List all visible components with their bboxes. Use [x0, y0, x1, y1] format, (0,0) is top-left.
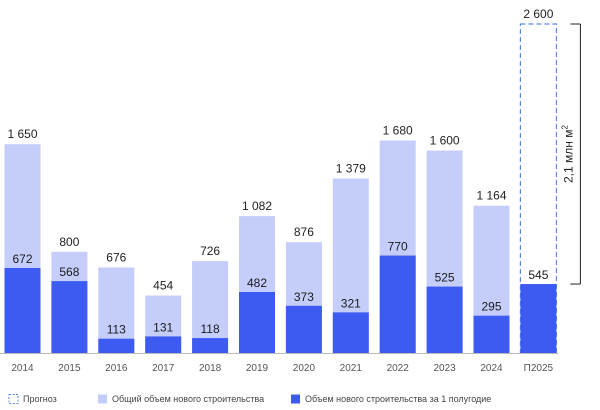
x-tick-label: 2014 [11, 363, 34, 374]
x-tick-label: 2023 [433, 363, 456, 374]
legend-total-label: Общий объем нового строительства [112, 394, 264, 404]
x-tick-label: 2016 [105, 363, 128, 374]
total-value-label: 454 [153, 279, 173, 293]
x-tick-label: 2021 [340, 363, 363, 374]
half-year-value-label: 482 [247, 276, 267, 290]
x-tick-label: 2024 [480, 363, 503, 374]
half-year-bar [473, 315, 510, 353]
total-value-label: 1 650 [7, 127, 37, 141]
total-value-label: 1 680 [383, 123, 413, 137]
x-tick-label: 2018 [199, 363, 222, 374]
total-bar [192, 261, 229, 353]
total-value-label: 876 [294, 225, 314, 239]
x-tick-label: 2020 [293, 363, 316, 374]
half-year-value-label: 568 [59, 265, 79, 279]
total-value-label: 676 [106, 250, 126, 264]
half-year-value-label: 373 [294, 290, 314, 304]
bracket-label: 2,1 млн м2 [560, 125, 575, 183]
half-year-value-label: 321 [341, 296, 361, 310]
total-value-label: 1 082 [242, 199, 272, 213]
half-year-bar [4, 267, 41, 353]
legend-total-swatch [98, 394, 107, 404]
half-year-value-label: 118 [201, 322, 220, 336]
half-year-bar [145, 336, 182, 353]
half-year-bar [520, 284, 557, 353]
forecast-bracket: 2,1 млн м2 [560, 23, 581, 285]
total-value-label: 800 [59, 235, 79, 249]
half-year-bar [239, 292, 275, 353]
half-year-bar [379, 255, 416, 353]
legend-half-year-swatch [291, 394, 300, 404]
half-year-value-label: 770 [388, 240, 408, 254]
x-tick-label: 2022 [387, 363, 410, 374]
half-year-bar [192, 338, 229, 353]
legend-forecast-label: Прогноз [23, 394, 57, 404]
half-year-value-label: 131 [153, 320, 173, 334]
bars-group [4, 23, 558, 354]
half-year-value-label: 295 [481, 300, 501, 314]
x-tick-label: 2017 [152, 363, 175, 374]
half-year-value-label: 113 [107, 323, 126, 337]
legend-half-year-label: Объем нового строительства за 1 полугоди… [305, 394, 491, 404]
half-year-bar [332, 312, 369, 353]
total-value-label: 2 600 [523, 7, 553, 21]
x-tick-label: П2025 [524, 363, 554, 374]
half-year-value-label: 545 [528, 268, 548, 282]
x-tick-label: 2015 [58, 363, 81, 374]
legend-forecast-swatch [8, 394, 19, 404]
labels-group: 1 650 672 800 568 676 113 454 131 726 118 1 082 482… [7, 7, 553, 337]
legend: Прогноз Общий объем нового строительства О… [8, 394, 491, 404]
half-year-bar [426, 286, 463, 353]
total-value-label: 726 [200, 244, 220, 258]
half-year-value-label: 525 [435, 271, 455, 285]
half-year-bar [98, 338, 135, 353]
half-year-bar [51, 281, 88, 353]
x-tick-label: 2019 [246, 363, 269, 374]
total-value-label: 1 379 [336, 162, 366, 176]
total-value-label: 1 600 [430, 134, 460, 148]
bracket-label-superscript: 2 [560, 125, 569, 130]
total-value-label: 1 164 [476, 189, 506, 203]
half-year-bar [285, 305, 322, 353]
half-year-value-label: 672 [12, 252, 32, 266]
x-ticks-group: 2014 2015 2016 2017 2018 2019 2020 2021 2022 2023… [11, 363, 553, 374]
